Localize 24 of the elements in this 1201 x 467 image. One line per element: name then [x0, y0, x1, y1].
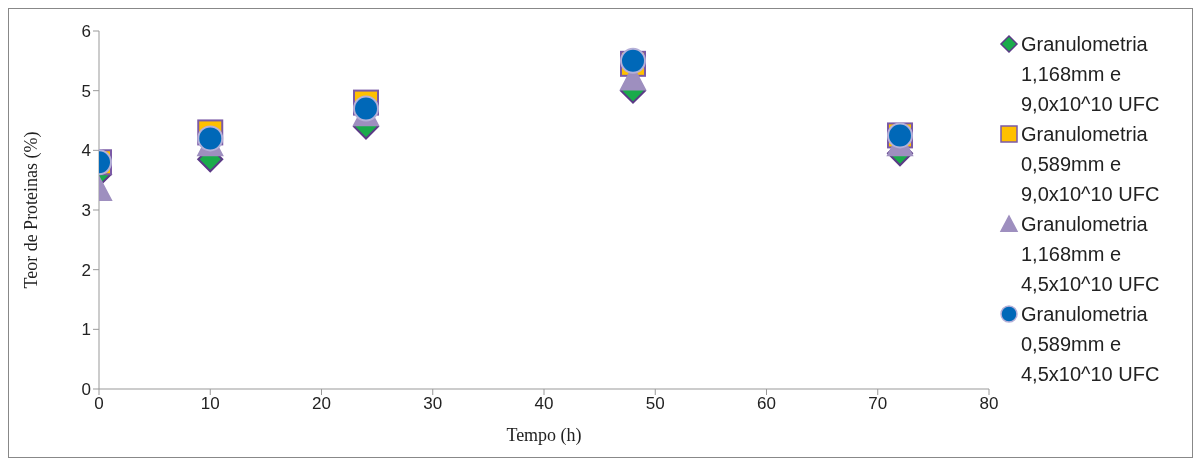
- x-tick-label: 60: [757, 394, 776, 414]
- y-tick-label: 2: [81, 260, 91, 280]
- y-tick-label: 4: [81, 141, 91, 161]
- legend-label: Granulometria 0,589mm e 4,5x10^10 UFC: [1021, 302, 1161, 387]
- y-tick-label: 5: [81, 81, 91, 101]
- x-tick-label: 20: [312, 394, 331, 414]
- legend-label: Granulometria 0,589mm e 9,0x10^10 UFC: [1021, 122, 1161, 207]
- x-tick-label: 80: [979, 394, 999, 414]
- x-tick-label: 30: [423, 394, 443, 414]
- y-tick-label: 1: [81, 320, 91, 340]
- y-tick-label: 6: [81, 22, 91, 42]
- x-tick-label: 0: [94, 394, 104, 414]
- x-tick-label: 70: [868, 394, 888, 414]
- legend-label: Granulometria 1,168mm e 9,0x10^10 UFC: [1021, 32, 1161, 117]
- y-axis-title: Teor de Proteinas (%): [21, 131, 43, 289]
- y-tick-label: 3: [81, 201, 91, 221]
- point: [197, 125, 224, 152]
- x-tick-label: 10: [200, 394, 220, 414]
- y-tick-label: 0: [81, 380, 91, 400]
- legend-label: Granulometria 1,168mm e 4,5x10^10 UFC: [1021, 212, 1161, 297]
- x-tick-label: 50: [645, 394, 665, 414]
- x-axis-title: Tempo (h): [506, 425, 582, 446]
- point: [353, 95, 379, 122]
- x-tick-label: 40: [534, 394, 554, 414]
